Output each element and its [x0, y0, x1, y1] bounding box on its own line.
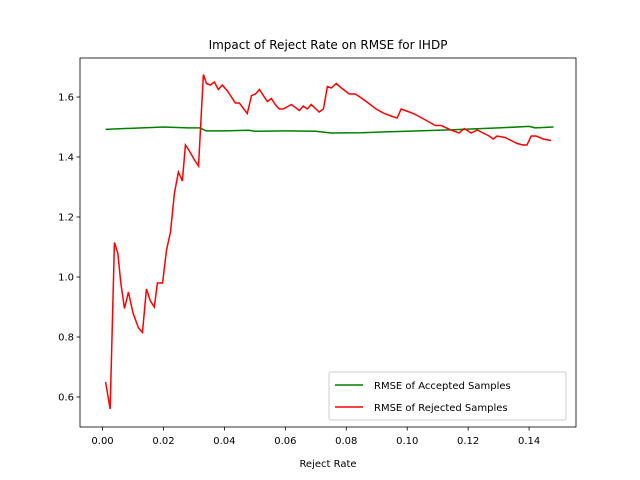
x-tick-label: 0.14 — [518, 436, 540, 447]
x-tick-label: 0.12 — [457, 436, 479, 447]
y-tick-label: 1.0 — [58, 273, 74, 284]
x-tick-label: 0.02 — [152, 436, 174, 447]
y-tick-label: 0.8 — [58, 333, 74, 344]
x-tick-label: 0.10 — [396, 436, 418, 447]
y-tick-label: 1.2 — [58, 213, 74, 224]
plot-frame — [79, 57, 577, 428]
legend-label: RMSE of Accepted Samples — [374, 381, 511, 392]
legend-box — [328, 371, 567, 421]
x-axis-label: Reject Rate — [299, 459, 356, 470]
y-tick-label: 0.6 — [58, 393, 74, 404]
legend-label: RMSE of Rejected Samples — [374, 403, 508, 414]
x-tick-label: 0.06 — [274, 436, 296, 447]
x-tick-label: 0.08 — [335, 436, 357, 447]
x-tick-label: 0.00 — [91, 436, 113, 447]
data-line — [104, 74, 552, 410]
data-line — [105, 125, 554, 134]
x-tick-label: 0.04 — [213, 436, 235, 447]
chart-title: Impact of Reject Rate on RMSE for IHDP — [209, 38, 448, 52]
y-tick-label: 1.4 — [58, 153, 74, 164]
y-tick-label: 1.6 — [58, 93, 74, 104]
